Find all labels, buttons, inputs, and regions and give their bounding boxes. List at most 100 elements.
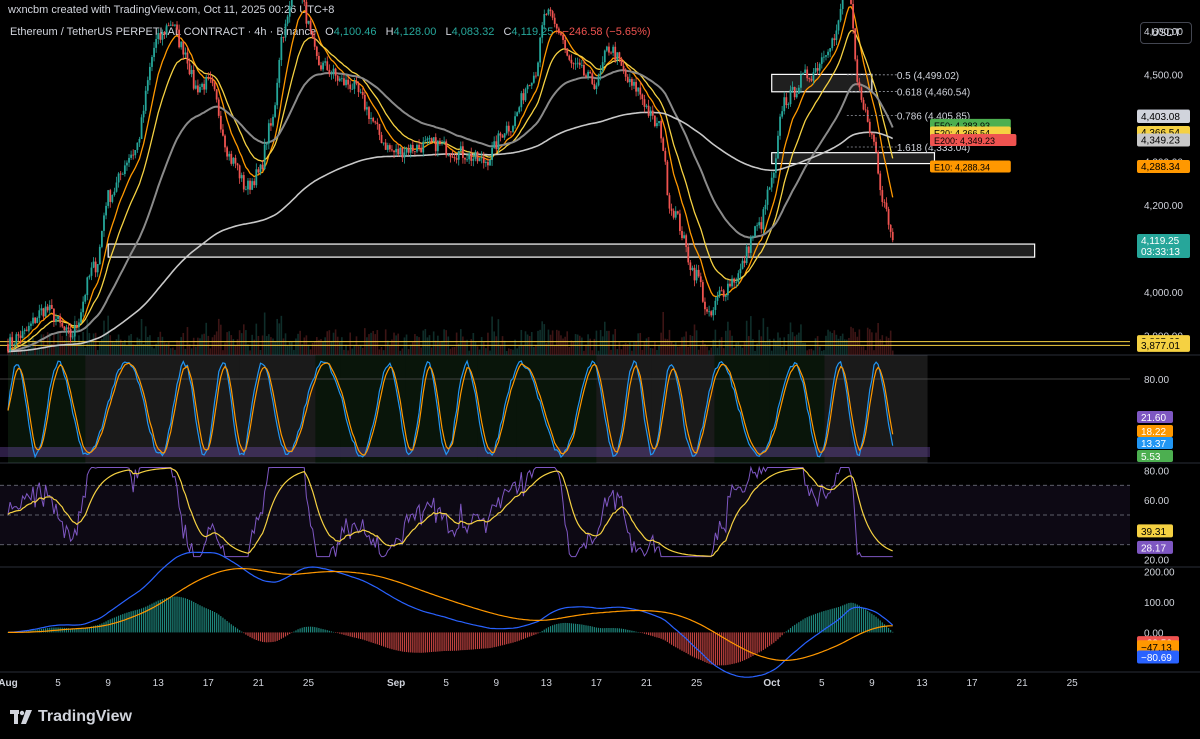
- macd-histogram-bar: [343, 632, 345, 635]
- candle-body: [411, 144, 414, 152]
- candle-body: [866, 110, 869, 122]
- volume-bar: [36, 350, 39, 355]
- candle-body: [731, 278, 733, 287]
- candle-body: [343, 78, 345, 86]
- candle-body: [253, 181, 256, 186]
- candle-body: [804, 69, 807, 73]
- macd-histogram-bar: [883, 624, 885, 633]
- volume-bar: [720, 337, 723, 355]
- volume-bar: [80, 343, 82, 355]
- volume-bar: [96, 350, 99, 355]
- macd-histogram-bar: [443, 632, 445, 651]
- candle-body: [614, 46, 617, 61]
- volume-bar: [639, 332, 642, 355]
- candle-body: [286, 16, 289, 24]
- macd-histogram-bar: [587, 625, 589, 633]
- volume-bar: [620, 349, 623, 355]
- macd-histogram-bar: [253, 632, 255, 640]
- candle-body: [716, 295, 719, 301]
- macd-histogram-bar: [804, 618, 806, 633]
- macd-histogram-bar: [648, 632, 650, 636]
- macd-histogram-bar: [556, 623, 558, 633]
- stochastic-zone: [315, 355, 341, 463]
- macd-histogram-bar: [132, 610, 134, 633]
- macd-value-label: −47.13: [1141, 643, 1172, 654]
- macd-histogram-bar: [197, 604, 199, 633]
- macd-histogram-bar: [718, 632, 721, 666]
- macd-histogram-bar: [531, 632, 533, 636]
- candle-body: [628, 79, 631, 83]
- macd-histogram-bar: [562, 622, 564, 633]
- candle-body: [113, 191, 116, 195]
- macd-histogram-bar: [518, 632, 520, 641]
- volume-bar: [76, 344, 78, 355]
- candle-body: [393, 150, 395, 153]
- volume-bar: [205, 322, 208, 355]
- candle-body: [526, 85, 529, 90]
- chart-canvas[interactable]: 0.5 (4,499.02) 0.618 (4,460.54) 0.786 (4,4…: [0, 0, 1200, 700]
- candle-body: [639, 87, 642, 95]
- volume-bar: [555, 329, 558, 355]
- volume-bar: [779, 337, 781, 355]
- volume-bar: [702, 340, 704, 355]
- macd-histogram-bar: [203, 607, 205, 633]
- candle-body: [635, 81, 637, 92]
- volume-bar: [468, 350, 470, 355]
- macd-histogram-bar: [122, 614, 124, 633]
- candle-body: [236, 163, 239, 166]
- macd-histogram-bar: [700, 632, 702, 661]
- volume-bar: [280, 315, 283, 355]
- volume-bar: [756, 343, 758, 355]
- candle-body: [366, 107, 368, 110]
- candle-body: [278, 59, 281, 83]
- candle-body: [777, 135, 779, 159]
- tradingview-logo[interactable]: TradingView: [10, 708, 132, 726]
- price-axis-tick: 4,000.00: [1144, 288, 1183, 299]
- macd-histogram-bar: [191, 600, 193, 633]
- volume-bar: [505, 350, 508, 355]
- stochastic-zone: [340, 355, 406, 463]
- volume-bar: [290, 341, 293, 355]
- macd-histogram-bar: [276, 632, 278, 641]
- candle-body: [98, 246, 101, 265]
- volume-bar: [526, 334, 529, 355]
- currency-button[interactable]: USDT: [1140, 22, 1192, 44]
- volume-bar: [664, 338, 667, 355]
- candle-body: [503, 133, 506, 138]
- candle-body: [230, 153, 233, 164]
- volume-bar: [608, 330, 610, 355]
- macd-histogram-bar: [627, 629, 629, 633]
- volume-bar: [624, 342, 627, 355]
- volume-bar: [240, 333, 243, 355]
- candle-body: [274, 105, 276, 117]
- volume-bar: [130, 334, 132, 355]
- volume-bar: [151, 346, 153, 355]
- macd-histogram-bar: [743, 632, 746, 661]
- macd-histogram-bar: [468, 632, 470, 650]
- candle-body: [741, 260, 744, 269]
- candle-body: [501, 135, 504, 138]
- price-axis-tag-label: 4,349.23: [1141, 135, 1180, 146]
- candle-body: [224, 135, 226, 148]
- macd-histogram-bar: [666, 632, 668, 642]
- candle-body: [620, 58, 623, 66]
- volume-bar: [142, 344, 145, 355]
- candle-body: [856, 59, 859, 82]
- macd-histogram-bar: [414, 632, 416, 653]
- candle-body: [651, 110, 654, 116]
- candle-body: [88, 275, 91, 278]
- macd-histogram-bar: [696, 632, 698, 659]
- candle-body: [618, 52, 621, 59]
- candle-body: [881, 190, 884, 202]
- macd-histogram-bar: [376, 632, 378, 645]
- volume-bar: [883, 344, 886, 355]
- macd-histogram-bar: [424, 632, 426, 653]
- volume-bar: [633, 342, 635, 355]
- candle-body: [603, 50, 606, 63]
- macd-histogram-bar: [70, 628, 72, 633]
- macd-histogram-bar: [833, 608, 835, 633]
- footer: [0, 698, 1200, 739]
- volume-bar: [474, 341, 477, 355]
- macd-histogram-bar: [547, 627, 550, 633]
- volume-bar: [217, 318, 220, 355]
